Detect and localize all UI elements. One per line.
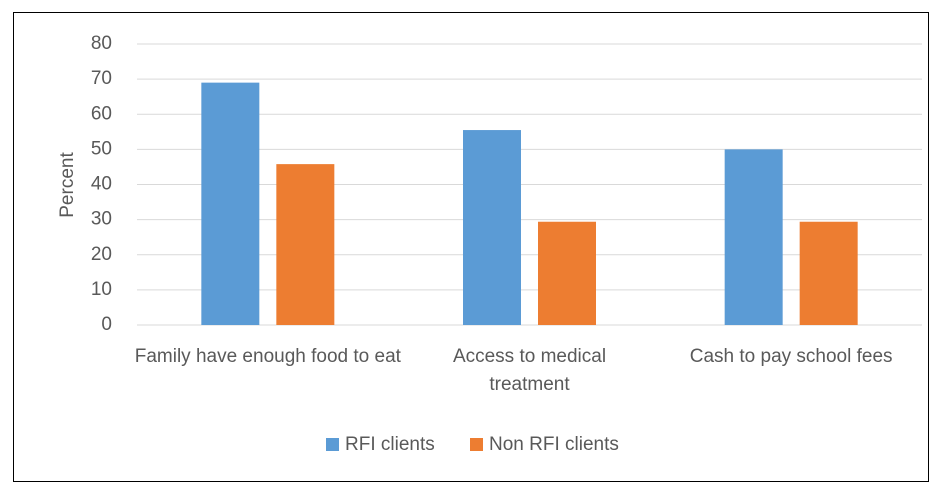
y-tick-label: 20 [91,244,112,265]
bar [724,149,783,325]
y-tick-label: 40 [91,174,112,195]
y-tick-label: 10 [91,279,112,300]
legend-swatch [326,438,339,451]
bar [799,221,858,325]
x-tick-label: Family have enough food to eat [134,346,401,367]
y-axis-label: Percent [57,152,78,218]
legend-swatch [470,438,483,451]
y-tick-label: 0 [101,314,112,335]
y-tick-label: 30 [91,209,112,230]
y-tick-label: 80 [91,33,112,54]
x-tick-label: Access to medical treatment [452,346,607,395]
legend-label: Non RFI clients [489,434,619,455]
x-tick-label: Cash to pay school fees [689,346,893,367]
legend-label: RFI clients [345,434,435,455]
bar [538,221,596,325]
bar [201,82,260,325]
y-tick-label: 50 [91,138,112,159]
bar [463,130,521,325]
bar [276,164,335,325]
y-tick-label: 60 [91,103,112,124]
y-tick-label: 70 [91,68,112,89]
